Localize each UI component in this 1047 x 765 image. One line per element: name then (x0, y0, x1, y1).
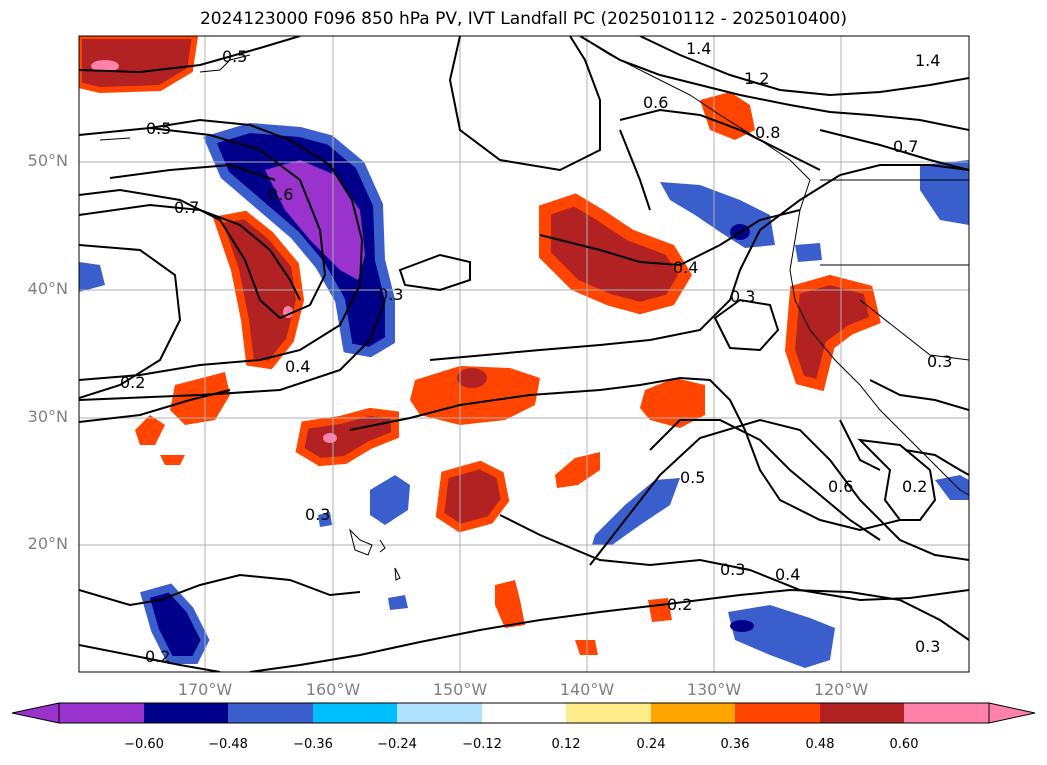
colorbar-extend-high (988, 702, 1036, 724)
colorbar-tick: −0.60 (124, 737, 164, 752)
colorbar-extend-low (11, 702, 60, 724)
graticule (79, 36, 969, 672)
contour-label: 0.3 (378, 285, 403, 304)
contour-label: 0.3 (720, 560, 745, 579)
contour-label: 0.6 (828, 477, 853, 496)
pv-contours (79, 36, 969, 672)
contour-label: 0.4 (775, 565, 800, 584)
contour-label: 0.5 (222, 47, 247, 66)
contour-label: 0.7 (893, 137, 918, 156)
colorbar-segment (482, 703, 566, 723)
colorbar-segment (735, 703, 820, 723)
contour-label: 0.6 (643, 93, 668, 112)
lat-label: 50°N (27, 151, 68, 170)
colorbar-segment (904, 703, 989, 723)
contour-label: 0.2 (902, 477, 927, 496)
colorbar-segment (397, 703, 482, 723)
contour-label: 0.2 (145, 647, 170, 666)
lon-label: 140°W (559, 680, 615, 699)
colorbar-tick: −0.12 (462, 737, 502, 752)
colorbar-tick: 0.12 (551, 737, 581, 752)
coastline (99, 36, 969, 581)
lon-label: 120°W (813, 680, 869, 699)
contour-label: 0.5 (146, 119, 171, 138)
colorbar-segment (820, 703, 904, 723)
contour-label: 0.3 (927, 352, 952, 371)
colorbar-tick: 0.48 (805, 737, 835, 752)
colorbar-tick: −0.24 (377, 737, 417, 752)
colorbar-tick: 0.24 (636, 737, 666, 752)
colorbar-tick: 0.36 (720, 737, 750, 752)
lon-label: 150°W (432, 680, 488, 699)
contour-label: 0.4 (285, 357, 310, 376)
lon-label: 160°W (305, 680, 361, 699)
colorbar-segment (313, 703, 397, 723)
contour-label: 1.2 (744, 69, 769, 88)
colorbar-tick: −0.48 (208, 737, 248, 752)
contour-label: 0.3 (305, 505, 330, 524)
contour-labels: 0.5 0.5 0.6 0.7 0.3 0.4 0.2 0.3 0.2 1.4 … (120, 39, 952, 666)
contour-label: 0.3 (915, 637, 940, 656)
contour-label: 0.7 (174, 198, 199, 217)
contour-label: 0.3 (730, 287, 755, 306)
contour-label: 0.2 (120, 373, 145, 392)
colorbar-segment (228, 703, 313, 723)
colorbar-tick: −0.36 (293, 737, 333, 752)
contour-label: 0.5 (680, 468, 705, 487)
colorbar-segment (566, 703, 651, 723)
lat-label: 30°N (27, 407, 68, 426)
lon-label: 130°W (686, 680, 742, 699)
contour-label: 0.4 (673, 258, 698, 277)
contour-label: 0.2 (667, 595, 692, 614)
contour-label: 0.6 (268, 185, 293, 204)
lon-label: 170°W (177, 680, 233, 699)
colorbar-segment (144, 703, 228, 723)
colorbar-segment (651, 703, 735, 723)
contour-label: 0.8 (755, 123, 780, 142)
lat-label: 20°N (27, 534, 68, 553)
colorbar-tick: 0.60 (889, 737, 919, 752)
lat-label: 40°N (27, 279, 68, 298)
colorbar-segment (59, 703, 144, 723)
map-title: 2024123000 F096 850 hPa PV, IVT Landfall… (199, 9, 847, 29)
contour-label: 1.4 (915, 51, 940, 70)
contour-label: 1.4 (686, 39, 711, 58)
colorbar (11, 702, 1036, 724)
